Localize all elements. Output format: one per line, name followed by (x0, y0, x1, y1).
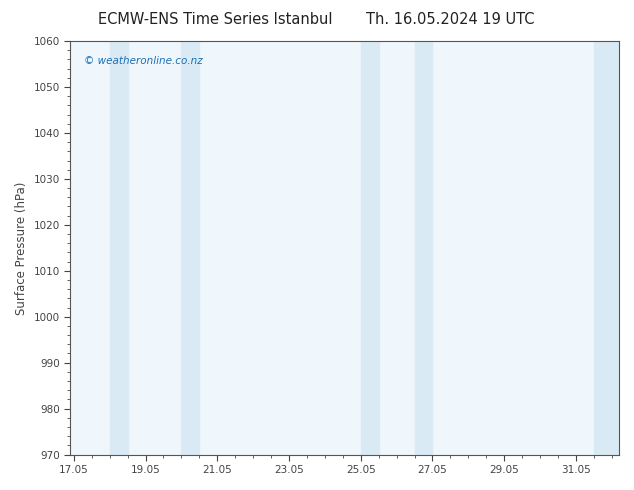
Bar (594, 41, 619, 455)
Text: © weatheronline.co.nz: © weatheronline.co.nz (84, 55, 203, 66)
Bar (361, 41, 378, 455)
Bar (110, 41, 127, 455)
Bar (415, 41, 432, 455)
Y-axis label: Surface Pressure (hPa): Surface Pressure (hPa) (15, 181, 28, 315)
Text: ECMW-ENS Time Series Istanbul: ECMW-ENS Time Series Istanbul (98, 12, 333, 27)
Text: Th. 16.05.2024 19 UTC: Th. 16.05.2024 19 UTC (366, 12, 534, 27)
Bar (181, 41, 199, 455)
